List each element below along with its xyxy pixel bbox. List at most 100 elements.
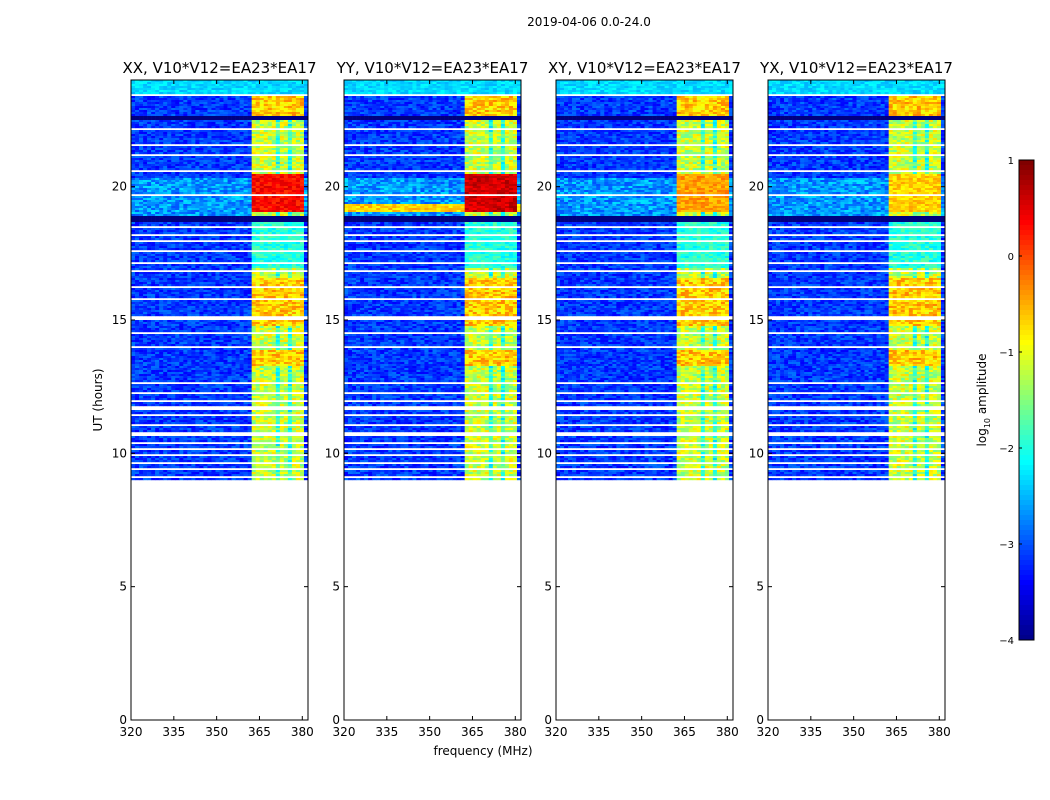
heatmap-cell bbox=[248, 114, 252, 116]
heatmap-cell bbox=[280, 112, 284, 114]
heatmap-cell bbox=[199, 88, 203, 90]
heatmap-cell bbox=[159, 102, 163, 104]
heatmap-cell bbox=[183, 106, 187, 108]
heatmap-cell bbox=[135, 100, 139, 102]
heatmap-cell bbox=[215, 86, 219, 88]
heatmap-cell bbox=[300, 122, 304, 124]
heatmap-cell bbox=[215, 124, 219, 126]
heatmap-cell bbox=[195, 138, 199, 140]
heatmap-cell bbox=[183, 122, 187, 124]
heatmap-cell bbox=[272, 90, 276, 92]
heatmap-cell bbox=[143, 88, 147, 90]
heatmap-cell bbox=[276, 124, 280, 126]
heatmap-cell bbox=[139, 140, 143, 142]
heatmap-cell bbox=[131, 118, 135, 120]
heatmap-cell bbox=[175, 82, 179, 84]
heatmap-cell bbox=[256, 130, 260, 132]
heatmap-cell bbox=[232, 104, 236, 106]
heatmap-cell bbox=[215, 92, 219, 94]
heatmap-cell bbox=[280, 120, 284, 122]
heatmap-cell bbox=[147, 126, 151, 128]
heatmap-cell bbox=[284, 98, 288, 100]
heatmap-cell bbox=[268, 132, 272, 134]
heatmap-cell bbox=[228, 136, 232, 138]
heatmap-cell bbox=[244, 104, 248, 106]
heatmap-cell bbox=[199, 104, 203, 106]
heatmap-cell bbox=[163, 138, 167, 140]
heatmap-cell bbox=[179, 108, 183, 110]
heatmap-cell bbox=[256, 100, 260, 102]
heatmap-cell bbox=[143, 112, 147, 114]
heatmap-cell bbox=[268, 104, 272, 106]
heatmap-cell bbox=[288, 130, 292, 132]
heatmap-cell bbox=[268, 110, 272, 112]
heatmap-cell bbox=[159, 92, 163, 94]
heatmap-cell bbox=[179, 106, 183, 108]
heatmap-cell bbox=[300, 114, 304, 116]
heatmap-cell bbox=[147, 100, 151, 102]
heatmap-cell bbox=[131, 132, 135, 134]
heatmap-cell bbox=[288, 116, 292, 118]
heatmap-cell bbox=[232, 126, 236, 128]
heatmap-cell bbox=[187, 126, 191, 128]
heatmap-cell bbox=[264, 130, 268, 132]
heatmap-cell bbox=[199, 100, 203, 102]
heatmap-cell bbox=[199, 106, 203, 108]
heatmap-cell bbox=[131, 124, 135, 126]
heatmap-cell bbox=[203, 100, 207, 102]
heatmap-cell bbox=[175, 130, 179, 132]
heatmap-cell bbox=[276, 110, 280, 112]
heatmap-cell bbox=[220, 106, 224, 108]
heatmap-cell bbox=[288, 96, 292, 98]
heatmap-cell bbox=[191, 102, 195, 104]
heatmap-cell bbox=[280, 130, 284, 132]
heatmap-cell bbox=[179, 90, 183, 92]
heatmap-cell bbox=[264, 88, 268, 90]
heatmap-cell bbox=[236, 122, 240, 124]
heatmap-cell bbox=[183, 134, 187, 136]
heatmap-cell bbox=[276, 104, 280, 106]
heatmap-cell bbox=[175, 104, 179, 106]
heatmap-cell bbox=[256, 116, 260, 118]
heatmap-cell bbox=[183, 110, 187, 112]
heatmap-cell bbox=[232, 130, 236, 132]
heatmap-cell bbox=[292, 114, 296, 116]
heatmap-cell bbox=[147, 104, 151, 106]
heatmap-cell bbox=[155, 102, 159, 104]
heatmap-cell bbox=[179, 132, 183, 134]
heatmap-cell bbox=[179, 126, 183, 128]
heatmap-cell bbox=[260, 134, 264, 136]
heatmap-cell bbox=[268, 84, 272, 86]
heatmap-cell bbox=[228, 116, 232, 118]
heatmap-cell bbox=[183, 130, 187, 132]
heatmap-cell bbox=[296, 130, 300, 132]
heatmap-cell bbox=[143, 92, 147, 94]
heatmap-cell bbox=[284, 106, 288, 108]
heatmap-cell bbox=[211, 100, 215, 102]
heatmap-cell bbox=[187, 136, 191, 138]
heatmap-cell bbox=[240, 98, 244, 100]
heatmap-cell bbox=[292, 130, 296, 132]
heatmap-cell bbox=[155, 82, 159, 84]
heatmap-cell bbox=[232, 116, 236, 118]
heatmap-cell bbox=[248, 104, 252, 106]
heatmap-cell bbox=[159, 120, 163, 122]
heatmap-cell bbox=[264, 90, 268, 92]
heatmap-cell bbox=[131, 96, 135, 98]
heatmap-cell bbox=[183, 116, 187, 118]
heatmap-cell bbox=[203, 124, 207, 126]
heatmap-cell bbox=[195, 136, 199, 138]
heatmap-cell bbox=[155, 134, 159, 136]
heatmap-cell bbox=[139, 104, 143, 106]
heatmap-cell bbox=[183, 124, 187, 126]
heatmap-cell bbox=[240, 102, 244, 104]
heatmap-cell bbox=[300, 106, 304, 108]
heatmap-cell bbox=[147, 106, 151, 108]
heatmap-cell bbox=[280, 118, 284, 120]
heatmap-cell bbox=[183, 138, 187, 140]
heatmap-cell bbox=[199, 126, 203, 128]
heatmap-cell bbox=[139, 136, 143, 138]
heatmap-cell bbox=[280, 100, 284, 102]
heatmap-cell bbox=[256, 110, 260, 112]
heatmap-cell bbox=[179, 118, 183, 120]
